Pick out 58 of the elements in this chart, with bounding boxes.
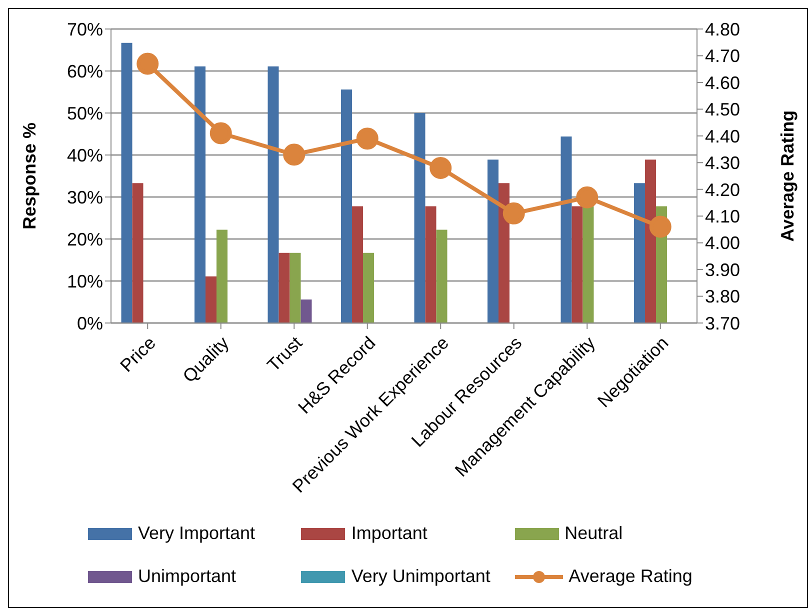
bar [425, 206, 436, 323]
y-tick-label: 60% [66, 61, 103, 82]
y-tick-label: 20% [66, 229, 103, 250]
point [649, 216, 672, 238]
bar [290, 252, 301, 323]
y2-tick-label: 4.80 [705, 19, 740, 40]
y-tick-label: 30% [66, 187, 103, 208]
bar [498, 183, 510, 323]
bar [582, 206, 594, 323]
point [502, 202, 525, 224]
bar [352, 206, 364, 323]
y2-tick-label: 3.70 [705, 313, 740, 334]
bar [363, 252, 374, 323]
bar [121, 42, 132, 323]
y-tick-label: 40% [66, 145, 103, 166]
y-axis-title: Response % [19, 122, 40, 230]
bar [436, 230, 448, 323]
y2-tick-label: 4.50 [705, 100, 740, 120]
legend-label: Very Unimportant [351, 566, 490, 587]
point [430, 156, 452, 179]
legend-label: Important [351, 523, 428, 544]
y2-tick-label: 4.20 [705, 180, 740, 200]
bar [268, 66, 279, 323]
legend-label: Average Rating [568, 566, 692, 587]
bar [488, 160, 499, 323]
point [576, 186, 598, 208]
bar [206, 276, 217, 323]
legend-label: Unimportant [138, 566, 236, 587]
legend-label: Very Important [138, 523, 256, 544]
bar [572, 206, 583, 323]
bar [300, 299, 312, 323]
bar [645, 160, 656, 323]
point [210, 122, 232, 144]
legend-label: Neutral [564, 523, 623, 544]
y2-tick-label: 4.30 [705, 153, 740, 174]
y-tick-label: 0% [76, 313, 103, 334]
y2-axis-title: Average Rating [777, 110, 798, 242]
bar [341, 89, 352, 323]
bar [560, 136, 572, 323]
y-tick-label: 10% [66, 271, 103, 292]
point [136, 52, 159, 75]
y2-tick-label: 4.60 [705, 72, 740, 93]
y2-tick-label: 4.70 [705, 46, 740, 66]
bar [278, 252, 290, 323]
bar [132, 183, 144, 323]
bar [634, 183, 646, 323]
y2-tick-label: 4.40 [705, 126, 740, 146]
bar [216, 230, 228, 323]
point [356, 128, 378, 150]
point [283, 144, 306, 166]
y-tick-label: 70% [66, 19, 103, 40]
bar [414, 113, 426, 323]
y-tick-label: 50% [66, 103, 103, 124]
bar [194, 66, 206, 323]
y2-tick-label: 3.80 [705, 286, 740, 307]
y2-tick-label: 3.90 [705, 260, 740, 280]
y2-tick-label: 4.10 [705, 206, 740, 226]
y2-tick-label: 4.00 [705, 233, 740, 254]
